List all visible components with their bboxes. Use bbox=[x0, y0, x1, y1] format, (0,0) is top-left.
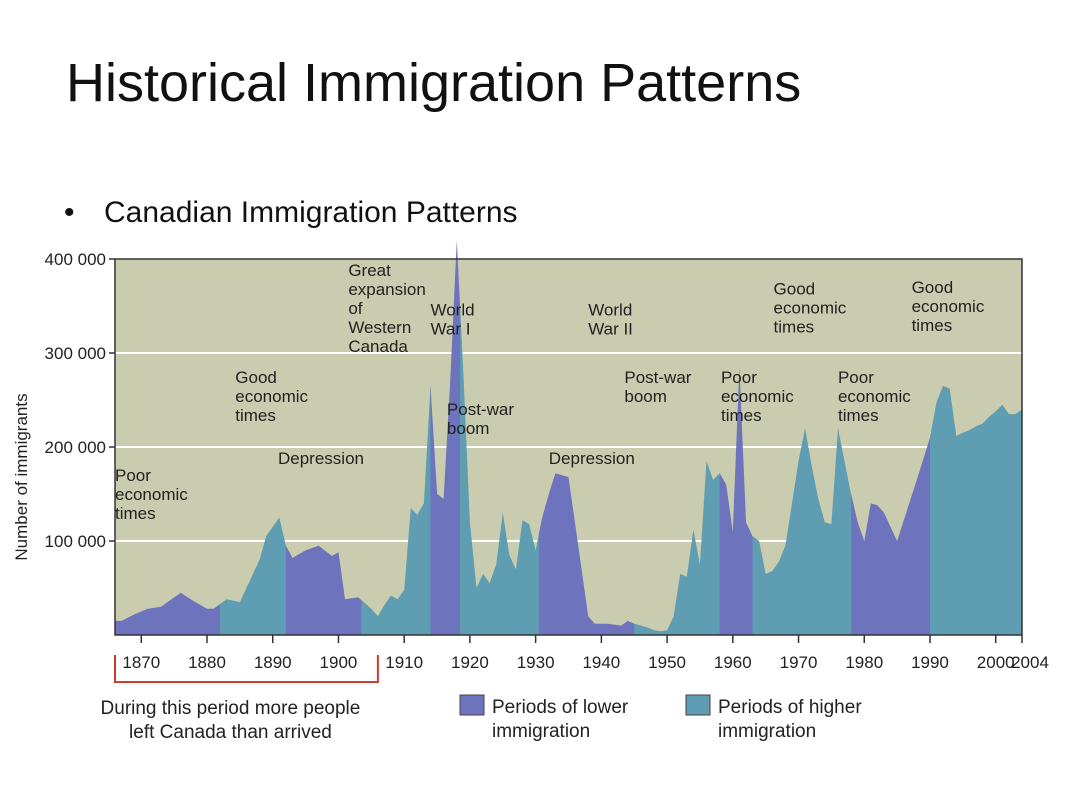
annotation-line: War II bbox=[588, 319, 633, 338]
x-tick-label: 1880 bbox=[188, 653, 226, 672]
annotation-line: Good bbox=[912, 278, 954, 297]
annotation-line: Post-war bbox=[447, 400, 514, 419]
legend-item: Periods of higher immigration bbox=[685, 694, 862, 742]
annotation-line: Good bbox=[774, 280, 816, 299]
legend-swatch bbox=[459, 694, 485, 716]
x-tick-label: 1990 bbox=[911, 653, 949, 672]
annotation-line: times bbox=[721, 406, 762, 425]
annotation-line: Poor bbox=[115, 466, 151, 485]
annotation-line: economic bbox=[774, 299, 847, 318]
annotation-line: Good bbox=[235, 368, 277, 387]
y-tick-label: 100 000 bbox=[45, 532, 106, 551]
annotation-line: Poor bbox=[721, 368, 757, 387]
annotation-line: Great bbox=[348, 261, 391, 280]
x-tick-label: 1930 bbox=[517, 653, 555, 672]
y-tick-label: 300 000 bbox=[45, 344, 106, 363]
y-tick-label: 200 000 bbox=[45, 438, 106, 457]
annotation-line: Canada bbox=[348, 337, 408, 356]
annotation-line: economic bbox=[115, 485, 188, 504]
annotation-line: boom bbox=[624, 387, 667, 406]
legend-label: Periods of higher bbox=[718, 697, 862, 718]
annotation-line: Post-war bbox=[624, 368, 691, 387]
legend-label: immigration bbox=[492, 721, 590, 742]
annotation-line: World bbox=[588, 300, 632, 319]
annotation-line: Poor bbox=[838, 368, 874, 387]
bracket-line bbox=[114, 655, 379, 683]
legend-item: Periods of lower immigration bbox=[459, 694, 629, 742]
y-axis: 100 000 200 000 300 000 400 000 Number of im… bbox=[12, 250, 115, 561]
annotation-line: times bbox=[774, 318, 815, 337]
legend-swatch bbox=[685, 694, 711, 716]
annotation-line: times bbox=[912, 316, 953, 335]
annotation-line: World bbox=[430, 300, 474, 319]
slide-title: Historical Immigration Patterns bbox=[66, 53, 802, 113]
annotation-line: of bbox=[348, 299, 362, 318]
annotation: Depression bbox=[278, 449, 364, 468]
x-tick-label: 1870 bbox=[122, 653, 160, 672]
annotation-line: economic bbox=[235, 387, 308, 406]
annotation-line: times bbox=[235, 406, 276, 425]
x-tick-label: 1950 bbox=[648, 653, 686, 672]
bullet-dot: • bbox=[64, 196, 75, 229]
legend-label: Periods of lower bbox=[492, 697, 629, 718]
annotation-line: boom bbox=[447, 419, 490, 438]
emigration-bracket: During this period more people left Canad… bbox=[101, 655, 379, 743]
bullet-item: • Canadian Immigration Patterns bbox=[64, 196, 518, 230]
x-tick-label: 2000 bbox=[977, 653, 1015, 672]
x-tick-label: 1940 bbox=[582, 653, 620, 672]
legend-label: immigration bbox=[718, 721, 816, 742]
annotation-line: War I bbox=[430, 319, 470, 338]
annotations: PooreconomictimesGoodeconomictimesDepres… bbox=[115, 261, 985, 523]
annotation-line: Western bbox=[348, 318, 411, 337]
annotation-line: Depression bbox=[549, 449, 635, 468]
y-tick-label: 400 000 bbox=[45, 250, 106, 269]
bracket-label: During this period more people bbox=[101, 698, 361, 719]
annotation-line: economic bbox=[721, 387, 794, 406]
x-tick-label: 1970 bbox=[780, 653, 818, 672]
annotation-line: Depression bbox=[278, 449, 364, 468]
x-axis: 1870 1880 1890 1900 1910 1920 1930 1940 1950 1960… bbox=[122, 635, 1049, 672]
annotation-line: expansion bbox=[348, 280, 426, 299]
x-tick-label: 1910 bbox=[385, 653, 423, 672]
annotation-line: times bbox=[838, 406, 879, 425]
y-axis-label: Number of immigrants bbox=[12, 393, 31, 560]
bracket-label: left Canada than arrived bbox=[129, 722, 332, 743]
x-tick-label: 1890 bbox=[254, 653, 292, 672]
bullet-text: Canadian Immigration Patterns bbox=[104, 196, 518, 229]
x-tick-label: 1920 bbox=[451, 653, 489, 672]
x-tick-label: 1960 bbox=[714, 653, 752, 672]
x-tick-label: 1980 bbox=[845, 653, 883, 672]
annotation-line: economic bbox=[838, 387, 911, 406]
annotation: Depression bbox=[549, 449, 635, 468]
x-tick-label: 2004 bbox=[1011, 653, 1049, 672]
annotation-line: economic bbox=[912, 297, 985, 316]
x-tick-label: 1900 bbox=[320, 653, 358, 672]
annotation-line: times bbox=[115, 504, 156, 523]
